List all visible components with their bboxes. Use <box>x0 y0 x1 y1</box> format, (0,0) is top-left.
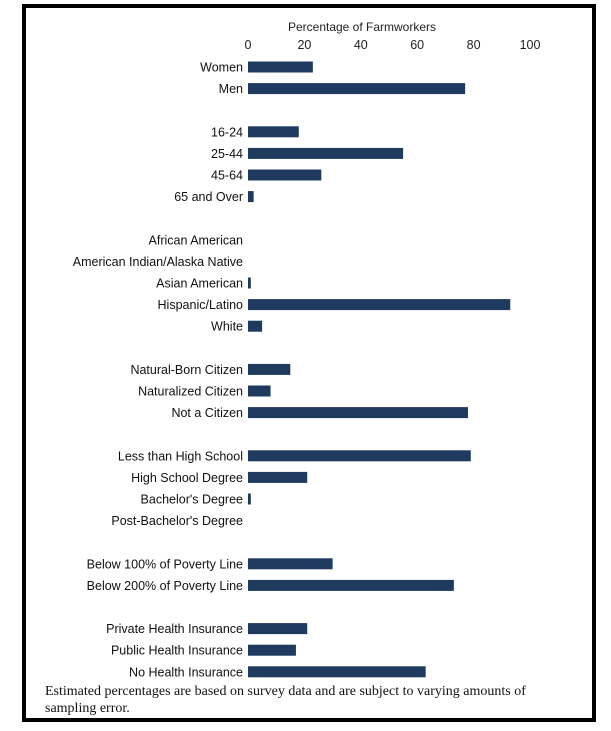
category-label-american-indian-alaska-native: American Indian/Alaska Native <box>73 255 243 269</box>
bar-25-44 <box>248 147 404 159</box>
category-label-16-24: 16-24 <box>211 125 243 139</box>
bar-16-24 <box>248 126 299 138</box>
category-label-less-than-high-school: Less than High School <box>118 449 243 463</box>
bar-asian-american <box>248 277 251 289</box>
bar-men <box>248 83 466 95</box>
figure-frame <box>22 4 596 722</box>
category-label-high-school-degree: High School Degree <box>131 471 243 485</box>
category-label-public-health-insurance: Public Health Insurance <box>111 644 243 658</box>
bar-women <box>248 61 313 73</box>
bar-public-health-insurance <box>248 644 296 656</box>
x-tick-label: 20 <box>297 38 311 52</box>
bar-naturalized-citizen <box>248 385 271 397</box>
category-label-bachelor-s-degree: Bachelor's Degree <box>141 493 243 507</box>
category-label-african-american: African American <box>149 233 244 247</box>
category-label-naturalized-citizen: Naturalized Citizen <box>138 385 243 399</box>
category-label-below-200-of-poverty-line: Below 200% of Poverty Line <box>87 579 243 593</box>
category-label-45-64: 45-64 <box>211 169 243 183</box>
category-label-natural-born-citizen: Natural-Born Citizen <box>130 363 243 377</box>
bar-no-health-insurance <box>248 666 426 678</box>
bar-less-than-high-school <box>248 450 471 462</box>
bar-bachelor-s-degree <box>248 493 251 505</box>
category-label-white: White <box>211 320 243 334</box>
bar-45-64 <box>248 169 322 181</box>
x-tick-label: 40 <box>354 38 368 52</box>
category-label-25-44: 25-44 <box>211 147 243 161</box>
bar-white <box>248 320 263 332</box>
footnote: Estimated percentages are based on surve… <box>45 684 526 716</box>
bar-natural-born-citizen <box>248 363 291 375</box>
category-label-private-health-insurance: Private Health Insurance <box>106 622 243 636</box>
category-label-post-bachelor-s-degree: Post-Bachelor's Degree <box>111 514 243 528</box>
category-label-no-health-insurance: No Health Insurance <box>129 665 243 679</box>
x-tick-label: 0 <box>245 38 252 52</box>
bars <box>248 61 511 678</box>
bar-below-200-of-poverty-line <box>248 579 454 591</box>
category-label-hispanic-latino: Hispanic/Latino <box>158 298 244 312</box>
category-label-men: Men <box>219 82 243 96</box>
bar-65-and-over <box>248 191 254 203</box>
bar-high-school-degree <box>248 471 308 483</box>
x-tick-label: 100 <box>520 38 541 52</box>
x-axis-ticks: 0 20 40 60 80 100 <box>245 38 541 52</box>
category-label-asian-american: Asian American <box>156 277 243 291</box>
x-tick-label: 80 <box>467 38 481 52</box>
bar-private-health-insurance <box>248 623 308 635</box>
category-label-below-100-of-poverty-line: Below 100% of Poverty Line <box>87 557 243 571</box>
bar-not-a-citizen <box>248 407 468 419</box>
category-label-65-and-over: 65 and Over <box>174 190 243 204</box>
bar-below-100-of-poverty-line <box>248 558 333 570</box>
bar-hispanic-latino <box>248 299 511 311</box>
category-label-women: Women <box>200 61 243 75</box>
x-tick-label: 60 <box>410 38 424 52</box>
x-axis-title: Percentage of Farmworkers <box>288 20 436 34</box>
category-labels: Women Men 16-24 25-44 45-64 65 and Over Africa… <box>73 61 243 680</box>
category-label-not-a-citizen: Not a Citizen <box>171 406 243 420</box>
